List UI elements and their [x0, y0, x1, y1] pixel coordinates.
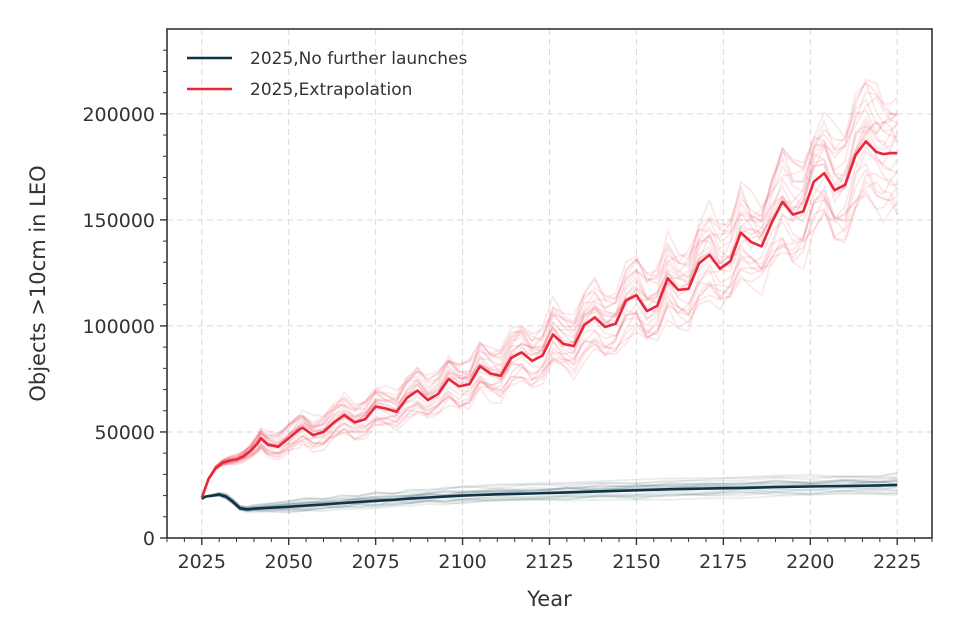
x-tick-label: 2150: [612, 551, 660, 573]
ensemble-run-line: [200, 120, 899, 499]
ensemble-run-line: [200, 81, 898, 498]
legend-label-extrapolation: 2025,Extrapolation: [250, 80, 412, 100]
legend-label-no-further-launches: 2025,No further launches: [250, 49, 467, 69]
legend: 2025,No further launches 2025,Extrapolat…: [187, 49, 467, 100]
y-tick-label: 50000: [95, 422, 155, 444]
ensemble-run-line: [200, 181, 899, 499]
ensemble-run-line: [200, 172, 898, 499]
y-tick-label: 150000: [82, 210, 155, 232]
y-tick-label: 200000: [82, 104, 155, 126]
x-tick-label: 2075: [351, 551, 399, 573]
ensemble-run-line: [201, 475, 898, 508]
ensemble-run-line: [200, 190, 898, 499]
y-axis-label: Objects >10cm in LEO: [26, 165, 50, 401]
ensemble-run-line: [201, 492, 898, 514]
series-line-no-further-launches: [201, 483, 898, 511]
y-tick-label: 100000: [82, 316, 155, 338]
ensemble-run-line: [201, 471, 898, 508]
ensemble-run-line: [200, 91, 898, 498]
ensemble-run-line: [200, 180, 899, 499]
grid: [167, 29, 932, 538]
series-line-extrapolation: [200, 140, 898, 499]
x-axis-label: Year: [526, 587, 572, 611]
ensemble-run-line: [200, 150, 898, 499]
ensemble-run-line: [200, 146, 898, 499]
x-tick-label: 2225: [873, 551, 921, 573]
x-tick-label: 2175: [699, 551, 747, 573]
x-tick-label: 2050: [265, 551, 313, 573]
x-tick-label: 2125: [525, 551, 573, 573]
y-tick-label: 0: [143, 528, 155, 550]
axis-ticks: 2025 2050 2075 2100 2125 2150 2175 2200 2225 0 500…: [82, 49, 933, 573]
x-tick-label: 2025: [178, 551, 226, 573]
x-tick-label: 2200: [786, 551, 834, 573]
ensemble-run-line: [200, 78, 898, 498]
ensemble-run-line: [200, 168, 898, 499]
ensemble-run-line: [200, 96, 898, 498]
x-tick-label: 2100: [438, 551, 486, 573]
ensemble-run-line: [200, 121, 898, 499]
series-lines: [200, 140, 898, 511]
ensemble-run-line: [200, 136, 898, 499]
ensemble-run-line: [200, 186, 898, 499]
ensemble-run-line: [200, 109, 898, 499]
ensemble-run-line: [201, 472, 898, 508]
ensemble-run-line: [200, 81, 898, 498]
ensemble-run-line: [200, 98, 898, 499]
ensemble-run-line: [200, 162, 898, 499]
